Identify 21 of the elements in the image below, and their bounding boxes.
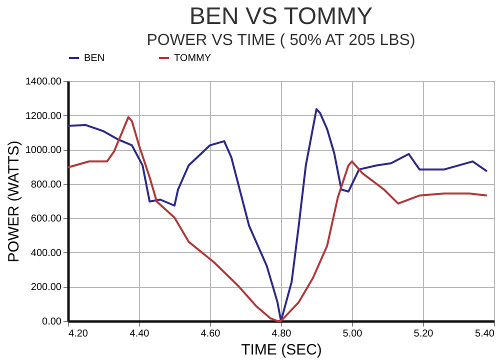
y-tick-label: 600.00 [30, 214, 62, 225]
x-axis-title: TIME (SEC) [241, 342, 322, 358]
x-tick-label: 5.00 [342, 328, 363, 340]
chart-title: BEN VS TOMMY [189, 3, 373, 30]
x-tick-label: 4.60 [200, 328, 221, 340]
y-tick-label: 1000.00 [25, 145, 62, 156]
y-tick-label: 1200.00 [25, 110, 62, 122]
x-tick-label: 4.80 [272, 328, 292, 340]
y-axis-title: POWER (WATTS) [5, 140, 22, 262]
y-tick-label: 1400.00 [25, 76, 62, 88]
legend-label: BEN [84, 53, 105, 64]
y-tick-label: 800.00 [30, 179, 62, 190]
y-tick-label: 0.00 [42, 316, 62, 328]
y-tick-label: 400.00 [30, 248, 62, 259]
x-tick-label: 4.40 [130, 328, 150, 340]
x-tick-label: 4.20 [68, 328, 88, 340]
legend-label: TOMMY [174, 53, 212, 64]
x-tick-label: 5.20 [414, 328, 434, 340]
chart-subtitle: POWER VS TIME ( 50% AT 205 LBS) [146, 32, 416, 49]
x-tick-label: 5.40 [475, 328, 495, 340]
y-tick-label: 200.00 [30, 282, 62, 294]
